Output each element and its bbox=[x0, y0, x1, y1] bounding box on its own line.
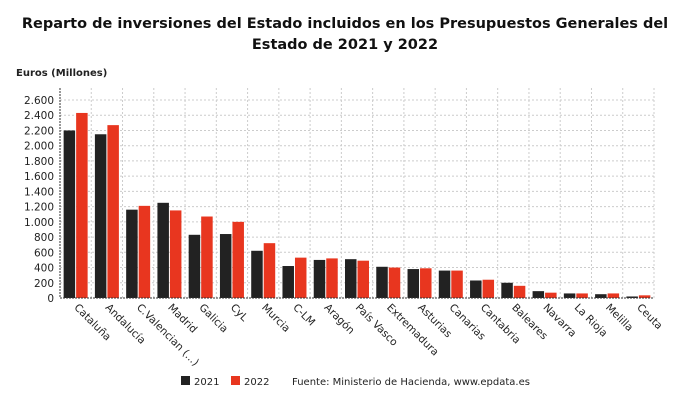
bar-2021 bbox=[438, 270, 451, 298]
bar-2021 bbox=[251, 250, 263, 298]
y-tick-label: 400 bbox=[34, 263, 54, 275]
x-tick-label: Murcia bbox=[259, 302, 292, 335]
bar-2021 bbox=[376, 266, 388, 298]
y-tick-label: 2.400 bbox=[24, 110, 54, 122]
y-tick-label: 1.800 bbox=[24, 156, 54, 168]
y-tick-label: 1.400 bbox=[24, 186, 54, 198]
bar-2021 bbox=[313, 259, 326, 298]
y-tick-label: 0 bbox=[47, 293, 54, 305]
bar-2021 bbox=[626, 296, 638, 298]
bar-2022 bbox=[638, 295, 651, 298]
bar-2022 bbox=[138, 205, 151, 298]
x-tick-label: La Rioja bbox=[572, 302, 610, 340]
y-tick-label: 2.200 bbox=[24, 125, 54, 137]
bar-2022 bbox=[451, 270, 463, 298]
y-axis-label: Euros (Millones) bbox=[16, 68, 107, 79]
bar-2021 bbox=[282, 266, 294, 298]
x-tick-label: Galicia bbox=[197, 302, 231, 336]
y-tick-label: 2.000 bbox=[24, 141, 54, 153]
bar-2021 bbox=[63, 130, 76, 298]
bar-2021 bbox=[126, 209, 138, 298]
bar-2022 bbox=[76, 112, 88, 298]
bar-2021 bbox=[188, 234, 201, 298]
bar-2021 bbox=[157, 202, 169, 298]
x-tick-label: C-LM bbox=[290, 302, 317, 329]
bar-2021 bbox=[219, 234, 232, 298]
bar-2021 bbox=[532, 291, 545, 298]
bar-2022 bbox=[420, 268, 432, 298]
x-tick-label: Ceuta bbox=[634, 302, 664, 332]
y-tick-label: 200 bbox=[34, 278, 54, 290]
bar-2022 bbox=[263, 243, 276, 298]
chart-title: Reparto de inversiones del Estado inclui… bbox=[21, 16, 669, 53]
bar-2022 bbox=[169, 210, 182, 298]
legend-label: 2022 bbox=[244, 377, 269, 388]
bar-2021 bbox=[407, 269, 420, 298]
bar-2022 bbox=[357, 260, 369, 298]
bar-2022 bbox=[513, 285, 526, 298]
legend-swatch bbox=[181, 376, 190, 385]
source-text: Fuente: Ministerio de Hacienda, www.epda… bbox=[292, 377, 530, 388]
bar-2021 bbox=[501, 282, 513, 298]
bar-2021 bbox=[94, 134, 107, 298]
bar-2022 bbox=[232, 221, 244, 298]
legend-label: 2021 bbox=[194, 377, 219, 388]
bar-2022 bbox=[388, 267, 401, 298]
bar-2021 bbox=[595, 294, 607, 298]
bar-2022 bbox=[294, 257, 307, 298]
bar-2021 bbox=[470, 280, 482, 298]
bar-2022 bbox=[576, 293, 588, 298]
bar-2022 bbox=[107, 125, 119, 298]
y-tick-label: 800 bbox=[34, 232, 54, 244]
bar-2021 bbox=[345, 259, 357, 298]
y-tick-label: 600 bbox=[34, 247, 54, 259]
x-tick-label: CyL bbox=[228, 302, 250, 324]
x-tick-label: Aragón bbox=[322, 302, 357, 337]
y-tick-label: 1.600 bbox=[24, 171, 54, 183]
bar-2022 bbox=[545, 292, 557, 298]
bar-2022 bbox=[326, 258, 338, 298]
y-tick-label: 1.000 bbox=[24, 217, 54, 229]
bar-2022 bbox=[482, 279, 495, 298]
y-tick-label: 1.200 bbox=[24, 202, 54, 214]
bar-2022 bbox=[607, 293, 620, 298]
y-tick-label: 2.600 bbox=[24, 95, 54, 107]
bar-2021 bbox=[563, 293, 576, 298]
legend-swatch bbox=[231, 376, 240, 385]
bar-2022 bbox=[201, 216, 213, 298]
